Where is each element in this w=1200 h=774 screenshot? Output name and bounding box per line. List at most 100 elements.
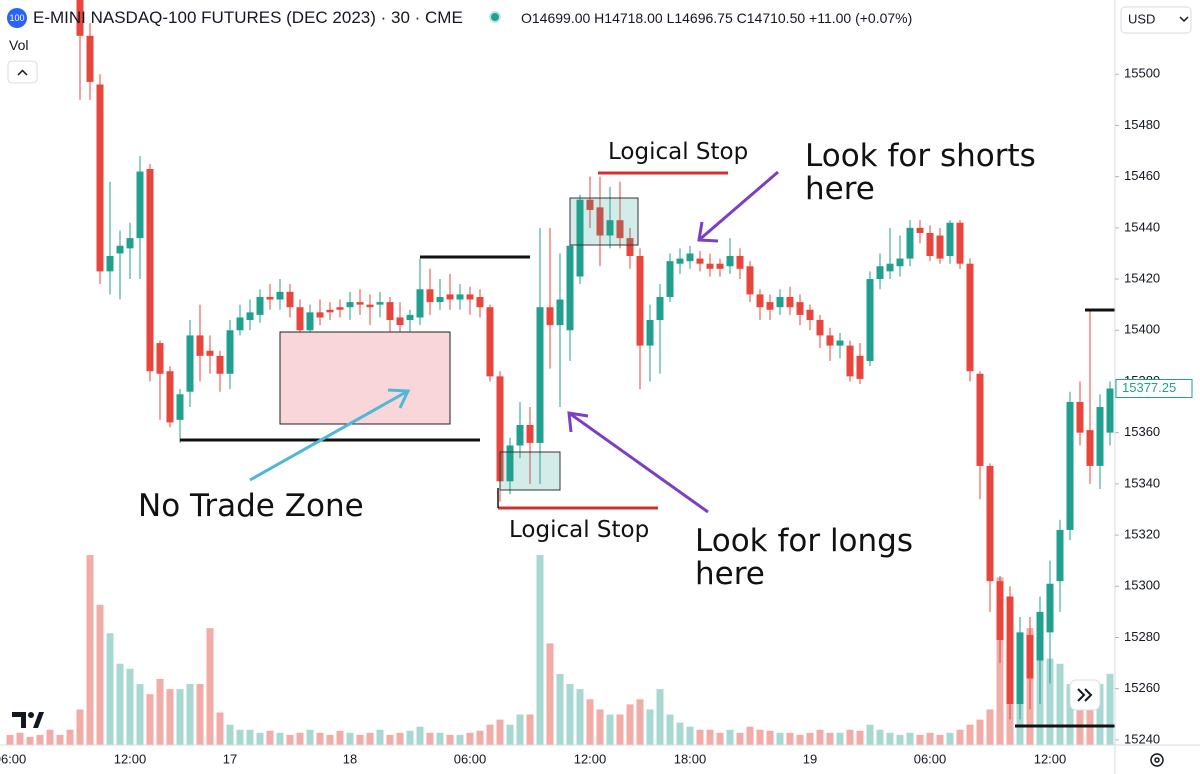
arrow — [697, 170, 779, 243]
volume-bar — [596, 709, 604, 745]
volume-bar — [356, 734, 364, 745]
y-tick-label: 15360 — [1124, 424, 1160, 439]
volume-bar — [516, 714, 524, 745]
candle-body — [406, 314, 414, 321]
candle-body — [636, 256, 644, 346]
candle-body — [466, 294, 474, 300]
volume-bar — [876, 729, 884, 745]
annotation: Logical Stop — [608, 139, 749, 165]
candle-body — [646, 320, 654, 346]
volume-bar — [226, 724, 234, 745]
volume-bar — [586, 699, 594, 745]
volume-bar — [306, 729, 314, 745]
candle-body — [116, 245, 124, 254]
candle-body — [1016, 632, 1024, 705]
candle-body — [656, 296, 664, 321]
volume-bar — [136, 684, 144, 745]
volume-bar — [396, 732, 404, 745]
symbol-logo: 100 — [7, 8, 27, 28]
candle-body — [696, 258, 704, 264]
candle-body — [276, 291, 284, 300]
volume-bar — [676, 722, 684, 745]
volume-bar — [476, 730, 484, 745]
x-tick-label: 12:00 — [1034, 751, 1067, 766]
arrow — [567, 411, 709, 514]
volume-bar — [146, 694, 154, 745]
x-tick-label: 18:00 — [674, 751, 707, 766]
short-zone-box — [569, 197, 639, 246]
volume-bar — [1086, 699, 1094, 745]
candle-body — [786, 296, 794, 308]
volume-bar — [436, 732, 444, 745]
volume-bar — [216, 712, 224, 745]
collapse-icon — [17, 69, 28, 76]
y-tick-label: 15400 — [1124, 322, 1160, 337]
candle-body — [326, 309, 334, 313]
candle-body — [726, 256, 734, 267]
volume-bar — [26, 736, 34, 745]
candle-body — [666, 261, 674, 297]
volume-bar — [426, 732, 434, 745]
annotation: Look for longs here — [695, 523, 913, 592]
volume-bar — [736, 732, 744, 745]
volume-bar — [126, 668, 134, 745]
candle-body — [826, 335, 834, 346]
candle-body — [606, 220, 614, 236]
candle-body — [386, 302, 394, 321]
volume-bar — [776, 732, 784, 745]
x-tick-label: 06:00 — [0, 751, 26, 766]
y-tick-label: 15320 — [1124, 527, 1160, 542]
y-tick-label: 15340 — [1124, 475, 1160, 490]
volume-bar — [166, 689, 174, 745]
volume-bar — [116, 663, 124, 745]
candle-body — [306, 312, 314, 331]
volume-bar — [656, 689, 664, 745]
collapse-button[interactable] — [7, 60, 38, 84]
candle-body — [586, 199, 594, 210]
candle-body — [556, 299, 564, 326]
volume-bar — [236, 729, 244, 745]
volume-bar — [706, 729, 714, 745]
candle-body — [1076, 401, 1084, 433]
currency-caret — [1179, 16, 1189, 23]
volume-bar — [906, 732, 914, 745]
x-tick-label: 17 — [223, 751, 237, 766]
candle-body — [396, 317, 404, 326]
x-tick-label: 12:00 — [574, 751, 607, 766]
volume-bar — [1056, 663, 1064, 745]
x-tick-label: 12:00 — [114, 751, 147, 766]
volume-bar — [986, 709, 994, 745]
volume-bar — [566, 684, 574, 745]
volume-bar — [616, 714, 624, 745]
candle-body — [146, 168, 154, 372]
volume-bar — [886, 732, 894, 745]
volume-bar — [666, 714, 674, 745]
annotation: Logical Stop — [509, 517, 650, 543]
volume-bar — [976, 719, 984, 745]
candle-body — [1066, 401, 1074, 530]
currency-button[interactable] — [1120, 6, 1192, 34]
volume-bar — [326, 734, 334, 745]
volume-bar — [106, 633, 114, 745]
candle-body — [926, 232, 934, 257]
settings-icon[interactable] — [1150, 753, 1164, 767]
volume-bar — [496, 719, 504, 745]
candle-body — [76, 0, 84, 36]
candle-body — [756, 294, 764, 308]
candle-body — [286, 291, 294, 308]
candle-body — [1106, 388, 1114, 433]
volume-bar — [366, 732, 374, 745]
annotation: Look for shorts here — [805, 138, 1036, 207]
candle-body — [1046, 583, 1054, 633]
volume-bar — [256, 732, 264, 745]
volume-bar — [756, 729, 764, 745]
y-tick-label: 15420 — [1124, 270, 1160, 285]
candle-body — [966, 263, 974, 372]
candle-body — [246, 312, 254, 321]
candle-body — [236, 317, 244, 331]
candle-body — [886, 263, 894, 272]
settings-icon-center — [1154, 757, 1160, 763]
volume-bar — [916, 734, 924, 745]
candle-body — [356, 302, 364, 305]
volume-bar — [206, 628, 214, 745]
